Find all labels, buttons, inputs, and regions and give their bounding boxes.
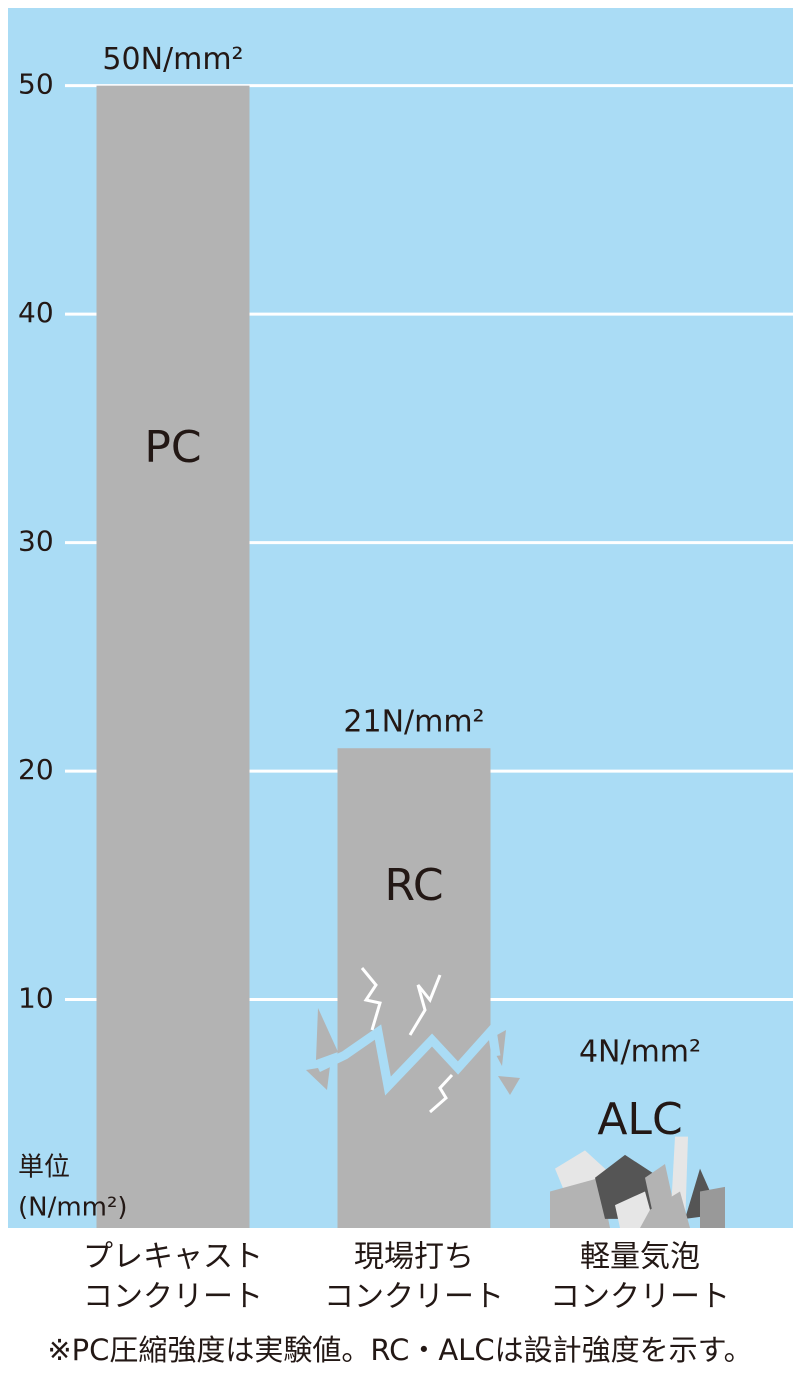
x-tick-label: プレキャスト [83,1240,263,1275]
rubble [550,1136,725,1228]
crack [429,1073,454,1114]
labels: 102030405050N/mm²PCプレキャストコンクリート21N/mm²RC… [18,42,730,1314]
y-tick-label: 20 [18,753,54,786]
x-tick-label: 軽量気泡 [580,1240,700,1275]
bar-label: RC [384,860,443,911]
rubble-piece [700,1186,725,1228]
rubble-piece [640,1191,690,1228]
x-tick-label: 現場打ち [354,1240,474,1275]
value-label: 4N/mm² [579,1035,701,1070]
bars [96,85,725,1229]
crack [360,967,382,1031]
fragment [306,1066,330,1090]
y-tick-label: 30 [18,525,54,558]
y-axis-label: 単位 [18,1153,70,1183]
y-tick-label: 40 [18,296,54,329]
x-tick-label: コンクリート [324,1280,504,1315]
bar-label: PC [144,422,201,473]
y-tick-label: 50 [18,68,54,101]
rubble-piece [550,1177,610,1228]
fragment [498,1076,520,1095]
bar [337,748,491,1228]
x-tick-label: コンクリート [550,1280,730,1315]
value-label: 21N/mm² [343,705,484,740]
y-tick-label: 10 [18,982,54,1015]
y-axis-label: (N/mm²) [18,1193,128,1223]
x-tick-label: コンクリート [83,1280,263,1315]
fragment [316,1008,338,1060]
crack [408,974,442,1036]
footnote: ※PC圧縮強度は実験値。RC・ALCは設計強度を示す。 [47,1333,752,1367]
value-label: 50N/mm² [102,42,243,77]
bar [96,85,250,1229]
rc-crack [306,967,520,1114]
crack [316,1019,501,1096]
bar-label: ALC [597,1094,682,1145]
